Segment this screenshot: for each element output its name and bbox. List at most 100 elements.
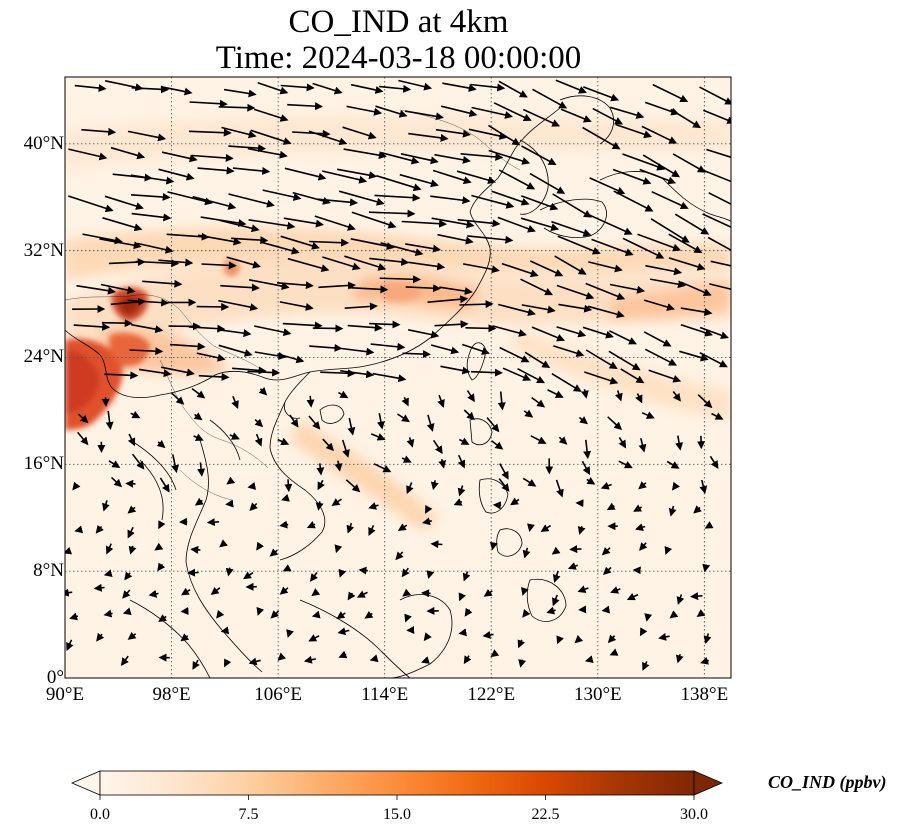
wind-arrow — [703, 109, 731, 124]
wind-arrow — [668, 505, 677, 517]
wind-arrow — [426, 570, 435, 579]
wind-arrow — [188, 324, 226, 333]
wind-arrow — [282, 321, 323, 330]
x-tick-label: 130°E — [573, 684, 622, 705]
wind-arrow — [556, 284, 595, 300]
wind-arrow — [193, 433, 204, 441]
wind-arrow — [463, 655, 472, 665]
wind-arrow — [190, 545, 201, 554]
wind-arrow — [556, 635, 564, 645]
wind-arrow — [105, 543, 114, 555]
wind-arrow — [306, 395, 315, 408]
wind-arrow — [601, 547, 611, 556]
wind-arrow — [531, 326, 565, 342]
wind-arrow — [637, 233, 682, 252]
wind-arrow — [679, 350, 709, 362]
wind-arrow — [127, 130, 167, 142]
wind-arrow — [169, 342, 206, 351]
wind-arrow — [142, 279, 183, 288]
wind-arrow — [356, 590, 368, 598]
wind-arrow — [231, 236, 269, 245]
wind-arrow — [488, 149, 531, 165]
wind-arrow — [219, 219, 260, 233]
wind-arrow — [197, 462, 206, 477]
wind-arrow — [341, 347, 375, 356]
wind-arrow — [369, 320, 401, 329]
wind-arrow — [680, 307, 713, 316]
wind-arrow — [497, 391, 506, 411]
wind-arrow — [406, 437, 415, 448]
wind-arrow — [158, 520, 166, 530]
wind-arrow — [337, 627, 350, 636]
wind-arrow — [286, 629, 294, 638]
wind-arrow — [340, 370, 375, 379]
wind-arrow — [368, 502, 379, 510]
wind-arrow — [220, 329, 252, 338]
wind-arrow — [471, 194, 515, 209]
wind-arrow — [76, 284, 116, 295]
wind-arrow — [591, 238, 634, 257]
wind-arrow — [674, 213, 710, 235]
wind-arrow — [376, 413, 385, 430]
wind-arrow — [491, 440, 504, 450]
wind-arrow — [690, 592, 703, 601]
wind-arrow — [551, 546, 561, 555]
wind-arrow — [216, 609, 225, 619]
wind-arrow — [69, 612, 79, 621]
wind-arrow — [644, 613, 653, 622]
wind-arrow — [650, 218, 690, 243]
wind-arrow — [189, 99, 228, 108]
wind-arrow — [408, 261, 446, 271]
wind-arrow — [609, 283, 646, 294]
wind-arrow — [491, 190, 530, 206]
wind-arrow — [527, 523, 535, 532]
wind-arrow — [552, 193, 592, 218]
wind-arrow — [218, 344, 253, 357]
colorbar-ticks — [99, 795, 695, 800]
wind-arrow — [223, 88, 257, 98]
wind-arrow — [467, 235, 514, 244]
wind-arrow — [613, 190, 654, 212]
wind-arrow — [196, 352, 226, 362]
wind-arrow — [490, 649, 500, 658]
wind-arrow — [699, 168, 731, 186]
wind-arrow — [228, 193, 275, 208]
wind-arrow — [280, 235, 320, 250]
wind-arrow — [157, 562, 166, 572]
wind-arrow — [101, 319, 133, 328]
wind-arrow — [401, 455, 412, 463]
wind-arrow — [521, 587, 529, 596]
wind-arrow — [540, 524, 552, 532]
wind-arrow — [521, 195, 559, 211]
wind-arrow — [432, 169, 472, 185]
wind-arrow — [588, 213, 633, 235]
wind-arrow — [498, 303, 536, 317]
wind-arrow — [529, 172, 566, 194]
wind-arrow — [322, 170, 368, 184]
wind-arrow — [430, 344, 460, 355]
wind-arrow — [517, 367, 546, 384]
wind-arrow — [641, 411, 655, 419]
wind-arrow — [287, 257, 330, 273]
wind-arrow — [158, 168, 195, 181]
wind-arrow — [322, 256, 361, 271]
wind-arrow — [127, 433, 136, 447]
wind-arrow — [73, 322, 111, 331]
wind-arrow — [369, 654, 379, 663]
wind-arrow — [498, 478, 510, 492]
wind-arrow — [693, 505, 702, 514]
wind-arrow — [602, 566, 612, 575]
wind-arrow — [262, 189, 302, 201]
wind-arrow — [652, 83, 689, 102]
wind-arrow — [666, 460, 680, 469]
wind-arrow — [331, 498, 342, 507]
wind-arrow — [521, 145, 557, 166]
wind-arrow — [583, 439, 592, 460]
wind-arrow — [643, 331, 672, 347]
wind-arrow — [639, 627, 648, 637]
wind-arrow — [77, 431, 89, 446]
wind-arrow — [269, 548, 279, 557]
wind-arrow — [130, 410, 141, 419]
wind-arrow — [306, 521, 316, 529]
wind-arrow — [206, 518, 220, 527]
